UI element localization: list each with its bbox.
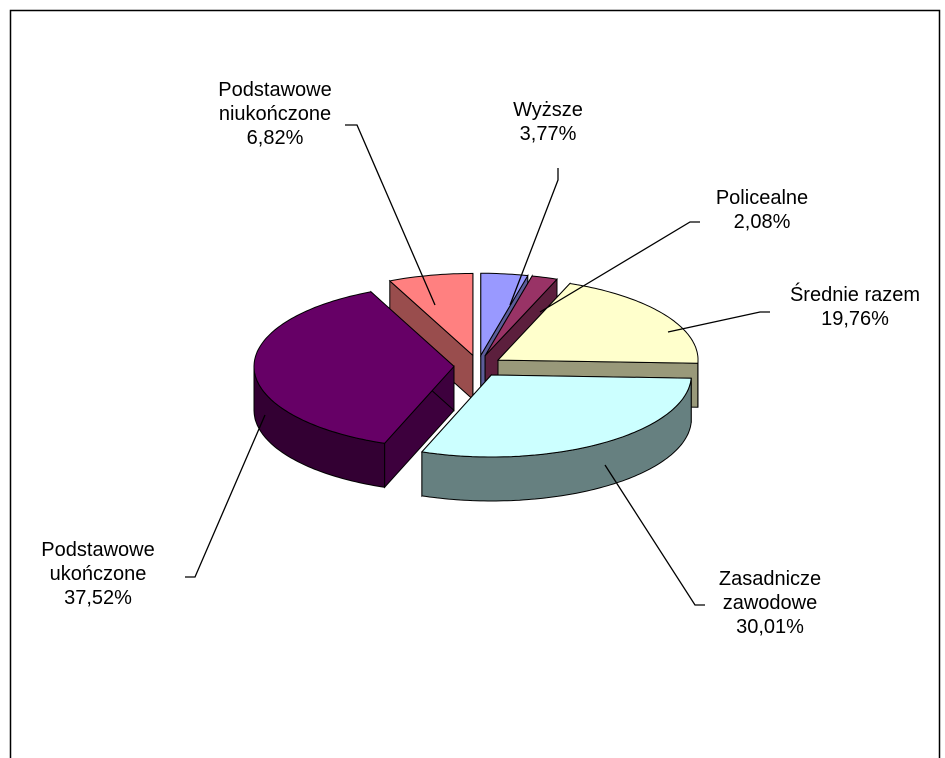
category-name: Podstawowe ukończone bbox=[41, 539, 155, 585]
category-name: Policealne bbox=[715, 187, 809, 209]
slice-top bbox=[480, 272, 529, 358]
leader-line bbox=[509, 168, 559, 306]
slice-top bbox=[388, 272, 474, 357]
chart-border bbox=[9, 9, 941, 758]
leader-line bbox=[604, 464, 705, 606]
leader-line bbox=[667, 311, 770, 333]
data-label: Podstawowe niukończone 6,82% bbox=[190, 78, 360, 150]
data-label: Zasadnicze zawodowe 30,01% bbox=[700, 567, 840, 639]
data-label: Podstawowe ukończone 37,52% bbox=[13, 538, 183, 610]
value-label: 30,01% bbox=[736, 616, 804, 638]
slice-top bbox=[496, 282, 699, 364]
pie-slice bbox=[253, 290, 455, 489]
slice-top bbox=[484, 275, 559, 357]
value-label: 37,52% bbox=[64, 587, 132, 609]
category-name: Średnie razem bbox=[789, 284, 921, 306]
pie-slice bbox=[420, 373, 692, 502]
data-label: Wyższe 3,77% bbox=[468, 98, 628, 146]
data-label: Policealne 2,08% bbox=[682, 186, 842, 234]
data-label: Średnie razem 19,76% bbox=[760, 283, 945, 331]
slice-top bbox=[253, 291, 455, 444]
category-name: Wyższe bbox=[513, 99, 583, 121]
leader-line bbox=[539, 221, 700, 313]
leader-line bbox=[185, 414, 266, 578]
value-label: 3,77% bbox=[519, 123, 577, 145]
slice-top bbox=[420, 374, 692, 458]
category-name: Zasadnicze zawodowe bbox=[718, 568, 822, 614]
value-label: 19,76% bbox=[821, 308, 889, 330]
leader-line bbox=[345, 124, 436, 306]
leader-lines bbox=[185, 124, 770, 606]
value-label: 6,82% bbox=[246, 127, 304, 149]
category-name: Podstawowe niukończone bbox=[218, 79, 332, 125]
value-label: 2,08% bbox=[733, 211, 791, 233]
